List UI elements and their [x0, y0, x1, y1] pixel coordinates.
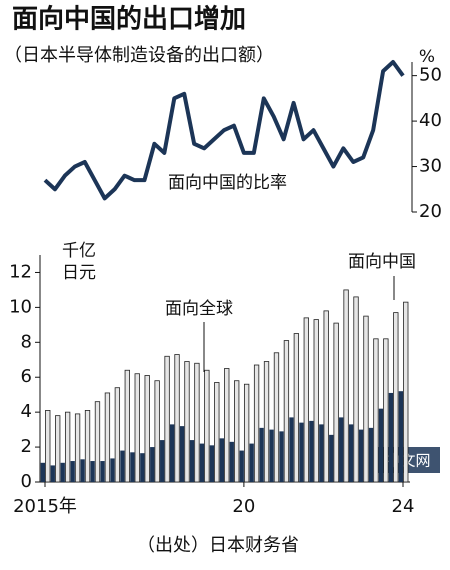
bar — [283, 340, 290, 483]
unit-label: % — [419, 47, 435, 67]
bar — [368, 427, 374, 482]
line — [43, 60, 405, 201]
bar — [199, 443, 205, 482]
bar — [114, 387, 121, 483]
bar — [144, 375, 150, 483]
bar — [124, 369, 130, 483]
bar — [90, 461, 95, 482]
bar — [184, 361, 190, 483]
bar — [329, 434, 334, 482]
bar — [363, 315, 369, 483]
bar — [353, 296, 359, 483]
bar — [219, 438, 224, 482]
bar — [343, 289, 349, 483]
bar — [303, 317, 309, 483]
bar — [243, 383, 250, 483]
bar — [358, 429, 364, 482]
bar — [110, 458, 115, 482]
bar — [249, 443, 254, 482]
y-tick-label: 2 — [21, 436, 32, 457]
bar — [289, 417, 294, 482]
bar — [224, 368, 230, 483]
bar — [104, 392, 111, 483]
bar — [309, 420, 314, 482]
bar — [273, 352, 280, 483]
y2-tick-label: 40 — [419, 110, 442, 131]
line-annotation: 面向中国的比率 — [168, 173, 287, 193]
annotation: 面向全球 — [165, 299, 233, 319]
bar — [80, 459, 85, 482]
bar — [378, 408, 384, 482]
bar — [94, 401, 101, 483]
bar — [229, 441, 234, 482]
bar — [45, 410, 51, 483]
bar — [140, 453, 145, 482]
bar — [234, 380, 240, 483]
bar — [120, 450, 125, 482]
bar — [259, 427, 264, 482]
chart-title: 面向中国的出口增加 — [12, 4, 246, 35]
bar — [64, 411, 71, 483]
bar — [239, 450, 244, 482]
bar — [174, 354, 180, 483]
bar — [403, 301, 409, 483]
bar — [134, 373, 140, 483]
bar — [253, 364, 260, 483]
bar — [319, 424, 324, 482]
bar — [383, 338, 389, 483]
bar — [40, 462, 45, 482]
bar — [164, 355, 170, 483]
y2-tick-label: 30 — [419, 156, 442, 177]
bar — [50, 465, 55, 482]
y2-tick-label: 20 — [419, 201, 442, 222]
source: （出处）日本财务省 — [137, 535, 299, 556]
bar — [169, 424, 175, 482]
annotation: 面向中国 — [348, 252, 416, 272]
bar — [293, 333, 300, 483]
bar — [100, 461, 105, 482]
x-tick-label: 24 — [392, 496, 415, 517]
bar — [204, 369, 210, 483]
bar — [263, 361, 270, 483]
bar — [179, 426, 185, 482]
y-axis-label: 千亿日元 — [62, 241, 96, 283]
bar — [189, 440, 195, 482]
bar — [130, 452, 135, 482]
bar — [388, 392, 394, 482]
bar — [150, 447, 155, 482]
bar — [348, 424, 354, 482]
bar — [209, 445, 215, 482]
bar — [160, 440, 165, 482]
bar — [214, 382, 220, 483]
bar — [154, 380, 160, 483]
y-tick-label: 12 — [9, 261, 32, 282]
bar — [339, 417, 344, 482]
bar — [269, 429, 274, 482]
bar — [55, 415, 61, 483]
x-tick-label: 2015年 — [13, 496, 77, 517]
y-tick-label: 8 — [21, 331, 32, 352]
bar — [74, 413, 81, 483]
y-tick-label: 0 — [21, 471, 32, 492]
bar — [70, 461, 75, 482]
y2-tick-label: 50 — [419, 65, 442, 86]
bar — [373, 338, 379, 483]
bar — [323, 310, 329, 483]
bar — [393, 312, 399, 483]
bar — [60, 462, 65, 482]
y-tick-label: 4 — [21, 401, 32, 422]
bar — [333, 322, 339, 483]
bar — [299, 422, 304, 482]
x-tick-label: 20 — [232, 496, 255, 517]
chart-subtitle: （日本半导体制造设备的出口额） — [4, 45, 274, 66]
bar — [84, 410, 91, 483]
y-tick-label: 10 — [9, 296, 32, 317]
bar — [313, 319, 319, 483]
y-tick-label: 6 — [21, 366, 32, 387]
bar — [398, 391, 403, 482]
bar — [279, 431, 284, 482]
bar — [194, 362, 200, 483]
